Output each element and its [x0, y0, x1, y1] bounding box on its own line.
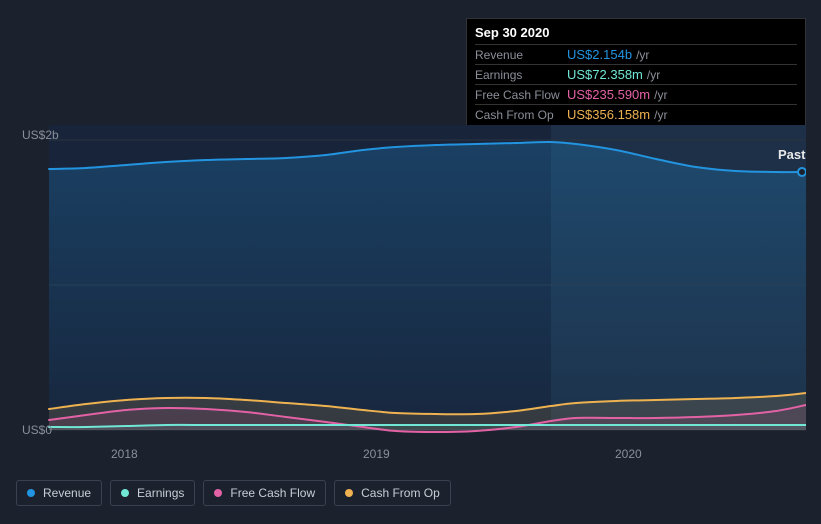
tooltip-label: Free Cash Flow [475, 88, 567, 102]
tooltip-date: Sep 30 2020 [475, 23, 797, 44]
tooltip-unit: /yr [647, 68, 660, 82]
x-label-0: 2018 [111, 447, 138, 461]
tooltip-row-cfo: Cash From Op US$356.158m /yr [475, 104, 797, 124]
tooltip-value: US$235.590m [567, 87, 650, 102]
tooltip-value: US$356.158m [567, 107, 650, 122]
legend-label: Cash From Op [361, 486, 440, 500]
legend-label: Earnings [137, 486, 184, 500]
legend-item-earnings[interactable]: Earnings [110, 480, 195, 506]
tooltip-unit: /yr [654, 88, 667, 102]
x-label-2: 2020 [615, 447, 642, 461]
tooltip-row-revenue: Revenue US$2.154b /yr [475, 44, 797, 64]
tooltip-value: US$72.358m [567, 67, 643, 82]
y-axis-bottom-label: US$0 [22, 423, 52, 437]
past-label: Past [778, 147, 805, 162]
legend-item-revenue[interactable]: Revenue [16, 480, 102, 506]
tooltip-value: US$2.154b [567, 47, 632, 62]
x-axis-labels: 2018 2019 2020 [16, 447, 806, 467]
tooltip-label: Revenue [475, 48, 567, 62]
tooltip-row-earnings: Earnings US$72.358m /yr [475, 64, 797, 84]
legend-dot-icon [214, 489, 222, 497]
tooltip-label: Earnings [475, 68, 567, 82]
legend-dot-icon [121, 489, 129, 497]
legend-item-fcf[interactable]: Free Cash Flow [203, 480, 326, 506]
tooltip-unit: /yr [636, 48, 649, 62]
y-axis-top-label: US$2b [22, 128, 59, 142]
chart-svg [16, 125, 806, 440]
tooltip-label: Cash From Op [475, 108, 567, 122]
x-label-1: 2019 [363, 447, 390, 461]
tooltip-unit: /yr [654, 108, 667, 122]
financials-chart[interactable]: US$2b US$0 Past [16, 125, 806, 440]
legend-dot-icon [345, 489, 353, 497]
legend-dot-icon [27, 489, 35, 497]
chart-tooltip: Sep 30 2020 Revenue US$2.154b /yr Earnin… [466, 18, 806, 129]
legend-label: Revenue [43, 486, 91, 500]
legend-label: Free Cash Flow [230, 486, 315, 500]
chart-legend: Revenue Earnings Free Cash Flow Cash Fro… [16, 480, 451, 506]
tooltip-row-fcf: Free Cash Flow US$235.590m /yr [475, 84, 797, 104]
legend-item-cfo[interactable]: Cash From Op [334, 480, 451, 506]
